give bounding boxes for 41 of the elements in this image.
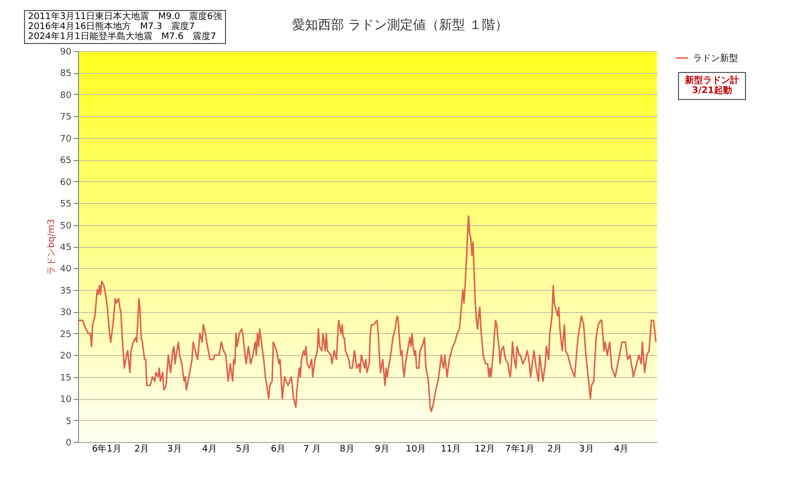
x-tick-label: 2月 xyxy=(134,444,150,454)
y-tick-label: 5 xyxy=(66,416,72,427)
y-tick-label: 60 xyxy=(60,178,72,188)
y-tick-label: 65 xyxy=(60,156,72,166)
x-tick-label: 11月 xyxy=(440,444,462,454)
y-tick-label: 40 xyxy=(60,264,72,275)
y-tick-label: 30 xyxy=(60,308,72,318)
y-tick-label: 90 xyxy=(60,48,72,58)
text: 2011年3月11日東日本大地震 M9.0 震度6強 2016年4月16日熊本地方 M7.3 震度7 2024年1月1日能登半島大地震 M7.6 震度7 xyxy=(24,10,226,44)
y-tick-label: 80 xyxy=(60,90,72,101)
x-tick-label: 4月 xyxy=(202,444,217,454)
y-tick-label: 55 xyxy=(60,200,72,210)
y-tick-label: 20 xyxy=(60,352,72,362)
x-tick-label: 7年1月 xyxy=(505,444,535,454)
y-tick-label: 70 xyxy=(60,134,72,144)
line-series xyxy=(78,215,657,412)
x-tick-label: 12月 xyxy=(474,444,496,454)
x-tick-label: 4月 xyxy=(614,444,629,454)
x-tick-label: 7 月 xyxy=(303,444,321,454)
y-tick-label: 0 xyxy=(66,438,72,448)
y-tick-label: 25 xyxy=(60,330,72,340)
y-tick-label: 85 xyxy=(60,69,72,80)
legend-label: ラドン新型 xyxy=(693,53,738,64)
x-tick-label: 6年1月 xyxy=(92,444,122,454)
x-tick-label: 9月 xyxy=(374,444,390,454)
y-tick-label: 45 xyxy=(60,243,72,253)
y-tick-label: 75 xyxy=(60,112,72,123)
y-tick-label: 35 xyxy=(60,286,72,296)
chart-title: 愛知西部 ラドン測定値（新型 １階） xyxy=(292,18,508,33)
x-tick-label: 6月 xyxy=(270,444,286,454)
y-tick-label: 10 xyxy=(60,395,72,406)
y-tick-label: 15 xyxy=(60,373,72,384)
x-tick-label: 3月 xyxy=(579,444,594,454)
x-tick-label: 5月 xyxy=(236,444,251,454)
x-tick-label: 8月 xyxy=(340,444,354,454)
y-axis-title: ラドンbq/m3 xyxy=(47,219,58,275)
y-tick-label: 50 xyxy=(60,221,72,232)
x-tick-label: 2月 xyxy=(547,444,562,454)
x-tick-label: 10月 xyxy=(406,444,426,454)
x-tick-label: 3月 xyxy=(167,444,182,454)
text: 新型ラドン計 3/21起動 xyxy=(678,72,746,100)
